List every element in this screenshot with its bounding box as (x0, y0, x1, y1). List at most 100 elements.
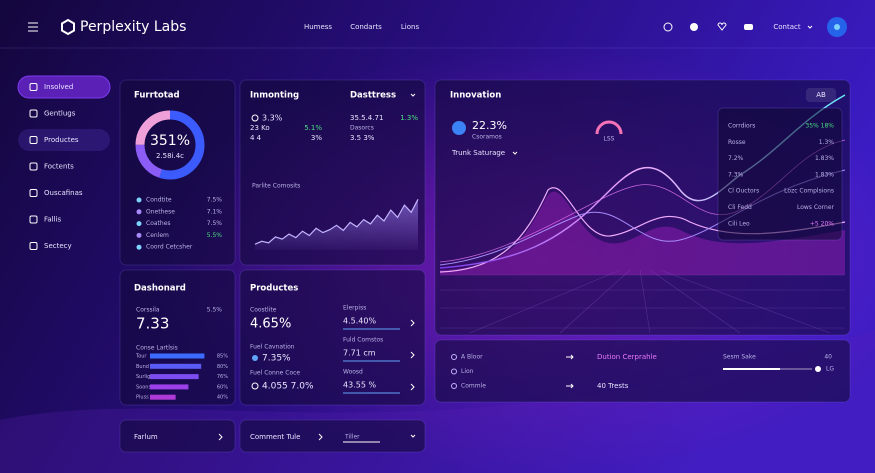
label: Elerpiss (343, 305, 366, 312)
bar (150, 384, 189, 390)
sidebar-label: Insolved (44, 83, 73, 91)
slider-knob[interactable] (815, 366, 821, 372)
product-list: Elerpiss 4.5.40% Fuld Comstos 7.71 cm Woosd 4… (343, 305, 415, 394)
panel (119, 419, 236, 453)
metric: 35.5.4.71 (350, 114, 383, 122)
dropdown[interactable]: Trunk Saturage (451, 149, 505, 157)
link-label[interactable]: A Bloor (461, 354, 483, 361)
list-label: Corrdiors (728, 123, 755, 130)
nav-icon[interactable] (717, 22, 727, 31)
list: Corrdiors 35% 18% Rosse 1.3% 7.2% 1.83% 7.3% 1.… (728, 123, 835, 228)
grid-decor (659, 269, 831, 334)
arrow (566, 383, 574, 389)
grid-decor (469, 269, 621, 334)
value: 7.35% (262, 354, 291, 364)
bar-chart: Tour 85% Bund 80% Surlig 76% Soons 60% Pluss 40% (135, 353, 228, 401)
label: Fuel Conne Coce (250, 370, 300, 377)
metric: 4 4 (250, 134, 262, 142)
sidebar: Insolved Gentlugs Productes Foctents Ouscafi… (17, 75, 111, 250)
metric: 23 Ko (250, 124, 270, 132)
donut-sub: 2.58i.4c (156, 152, 184, 160)
chevron[interactable] (410, 351, 415, 359)
nav-link[interactable]: Humess (304, 23, 332, 31)
metric: Dasorcs (350, 125, 374, 132)
chevron (512, 151, 518, 155)
footer-link[interactable]: Tiller (344, 434, 360, 441)
legend-dot (136, 244, 142, 250)
legend-dot (136, 197, 142, 203)
sparkline-area (255, 199, 418, 250)
legend-label: Coathes (146, 220, 171, 227)
ring-icon (595, 120, 623, 135)
legend-label: Coord Cetcsher (146, 244, 193, 251)
badge-label: AB (816, 91, 826, 99)
label: Woosd (343, 369, 363, 376)
sidebar-label: Gentlugs (44, 110, 76, 118)
chevron (318, 433, 323, 441)
metric-delta: 3% (311, 134, 322, 142)
nav-link[interactable]: Lions (401, 23, 420, 31)
list-value: Lows Corner (797, 204, 835, 211)
logo (61, 18, 75, 36)
sidebar-icon (29, 162, 38, 171)
chevron (807, 25, 813, 29)
icon (251, 114, 259, 122)
bar (150, 374, 199, 380)
nav-icon[interactable] (690, 23, 698, 31)
wave-fill (440, 191, 845, 275)
highlight: Dution Cerprahle (597, 353, 657, 361)
value: 7.71 cm (343, 349, 376, 358)
brand: Perplexity Labs (80, 19, 186, 35)
sidebar-icon (29, 242, 38, 250)
panel-title: Dashonard (134, 284, 186, 294)
chevron[interactable] (410, 383, 415, 391)
sidebar-icon (29, 215, 38, 224)
chevron (218, 433, 223, 441)
link-label[interactable]: Lion (461, 368, 474, 375)
kpi-icon (452, 121, 466, 135)
footer-link[interactable]: Comment Tule (250, 433, 300, 441)
list-value: 35% 18% (805, 123, 834, 130)
kpi: 22.3% (472, 119, 507, 132)
slider-value: 40 (824, 354, 832, 361)
contact[interactable]: Contact (773, 23, 800, 31)
sidebar-icon (29, 83, 38, 91)
chevron[interactable] (410, 93, 416, 97)
link-icon (451, 368, 457, 375)
grid-decor (649, 269, 741, 334)
legend-dot (136, 209, 142, 215)
chevron[interactable] (410, 319, 415, 327)
sparkline (254, 199, 419, 250)
bar-value-label: 85% (217, 354, 228, 360)
value: 4.5.40% (343, 317, 376, 326)
link-label[interactable]: Commle (461, 383, 486, 390)
list-value: 1.3% (819, 139, 835, 146)
panel (119, 269, 236, 406)
list-label: Cli Fedd (728, 204, 752, 211)
badge[interactable] (806, 88, 836, 102)
icon (252, 355, 258, 361)
nav-icon[interactable] (663, 22, 673, 32)
sidebar-item[interactable] (18, 129, 110, 151)
ring-label: LSS (604, 136, 615, 143)
sidebar-item[interactable] (17, 75, 111, 99)
legend-value: 7.5% (207, 220, 223, 227)
nav-icon[interactable] (744, 24, 753, 30)
list-label: Cl Ouctors (728, 188, 759, 195)
panel-title: Innovation (450, 91, 501, 101)
metric: 3.5 3% (350, 134, 375, 142)
hamburger[interactable] (28, 22, 38, 32)
icon (251, 382, 259, 390)
legend-label: Cenlem (146, 232, 169, 239)
sidebar-label: Sectecy (44, 242, 72, 250)
legend-value: 7.1% (207, 208, 223, 215)
slider-tag: LG (826, 366, 834, 373)
bar (150, 394, 176, 400)
footer-link[interactable]: Farlum (134, 433, 158, 441)
list-value: 1.83% (815, 155, 834, 162)
list-label: 7.3% (728, 171, 744, 178)
nav-link[interactable]: Condarts (350, 23, 382, 31)
metric-delta: 5.1% (304, 124, 322, 132)
